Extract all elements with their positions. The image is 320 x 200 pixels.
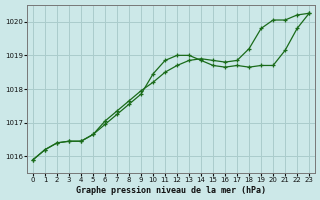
X-axis label: Graphe pression niveau de la mer (hPa): Graphe pression niveau de la mer (hPa) bbox=[76, 186, 266, 195]
